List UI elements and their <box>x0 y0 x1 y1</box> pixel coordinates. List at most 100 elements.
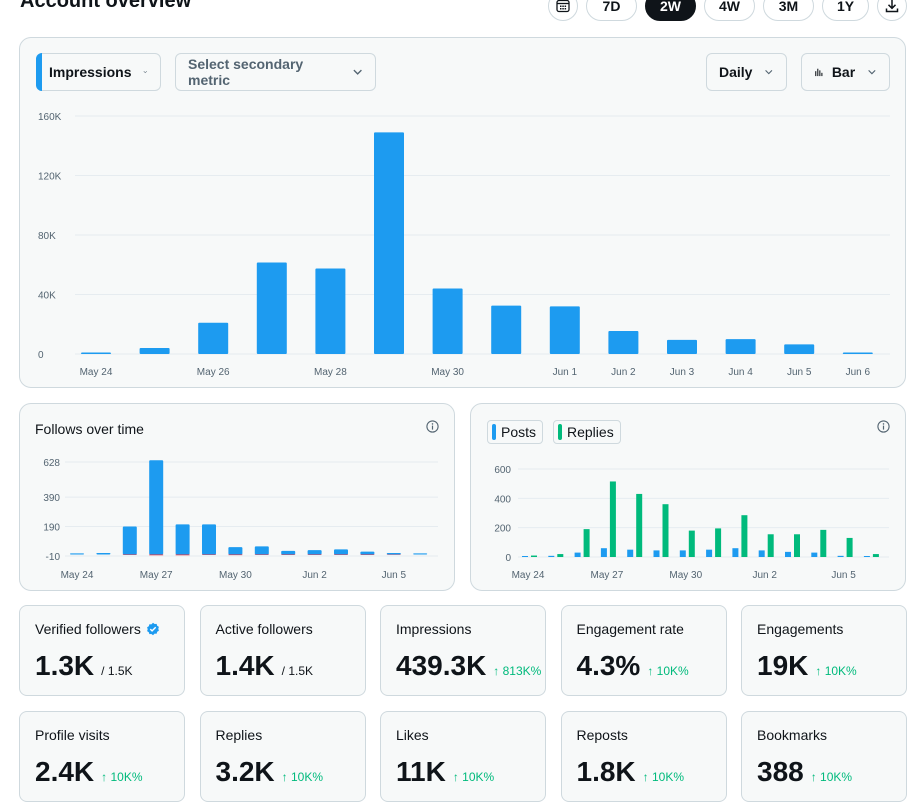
page-title: Account overview <box>20 0 192 12</box>
metric-card: Active followers 1.4K / 1.5K <box>199 605 366 696</box>
posts-replies-chart-panel: Posts Replies 600 400 200 0 May 24 May 27 May … <box>470 403 906 591</box>
metric-card-delta: ↑ 10K% <box>452 770 495 784</box>
x-tick-label: Jun 3 <box>670 367 695 378</box>
posts-bar <box>627 549 634 557</box>
replies-bar <box>583 529 590 557</box>
metric-card-value: 2.4K <box>35 756 95 787</box>
metric-card-label: Engagements <box>757 621 844 637</box>
primary-metric-dropdown[interactable]: Impressions <box>36 53 161 91</box>
impressions-bar <box>549 306 580 354</box>
metric-card-value: 3.2K <box>215 756 275 787</box>
x-tick-label: May 28 <box>314 367 347 378</box>
replies-bar <box>557 554 564 557</box>
chevron-down-icon <box>144 71 148 74</box>
metric-card: Verified followers 1.3K / 1.5K <box>19 605 185 696</box>
replies-bar <box>531 555 537 557</box>
y-tick-label: 40K <box>38 291 56 302</box>
info-icon[interactable] <box>877 420 890 433</box>
metric-card-value-row: 1.8K ↑ 10K% <box>577 756 685 788</box>
metric-card-label: Profile visits <box>35 727 110 743</box>
metric-card-label-row: Impressions <box>396 621 471 637</box>
metric-card-delta: ↑ 10K% <box>642 770 685 784</box>
replies-bar <box>741 515 748 557</box>
x-tick-label: Jun 1 <box>553 367 578 378</box>
impressions-bar-chart: 160K 120K 80K 40K 0 May 24 May 26 May 28 May 30 J… <box>38 112 890 378</box>
posts-bar <box>785 551 791 557</box>
metric-card: Bookmarks 388 ↑ 10K% <box>741 711 907 802</box>
unfollows-bar <box>175 554 190 556</box>
x-tick-label: Jun 5 <box>787 367 812 378</box>
metric-card-label: Reposts <box>576 727 628 743</box>
interval-dropdown[interactable]: Daily <box>706 53 787 91</box>
x-tick-label: May 26 <box>197 367 230 378</box>
follows-bar <box>386 553 401 555</box>
metric-card-total: / 1.5K <box>281 664 314 678</box>
range-1y-button[interactable]: 1Y <box>822 0 869 21</box>
interval-label: Daily <box>719 64 753 80</box>
metric-card-label: Active followers <box>215 621 313 637</box>
chevron-down-icon <box>353 69 362 75</box>
range-3m-button[interactable]: 3M <box>763 0 814 21</box>
follows-bar <box>70 553 84 555</box>
metric-card-label-row: Engagements <box>757 621 843 637</box>
metric-card-label-row: Profile visits <box>35 727 110 743</box>
posts-bar <box>522 556 528 557</box>
replies-swatch <box>558 424 562 440</box>
chart-type-label: Bar <box>831 64 856 80</box>
secondary-metric-dropdown[interactable]: Select secondary metric <box>175 53 376 91</box>
legend-posts[interactable]: Posts <box>487 420 544 444</box>
info-icon[interactable] <box>426 420 439 433</box>
metric-card-label: Replies <box>215 727 263 743</box>
calendar-button[interactable] <box>548 0 578 21</box>
metric-card-total: / 1.5K <box>101 664 133 678</box>
metric-card-label-row: Active followers <box>216 621 313 637</box>
metric-card-label-row: Reposts <box>577 727 628 743</box>
replies-bar <box>872 554 879 557</box>
metric-card-label-row: Bookmarks <box>757 727 827 743</box>
metric-card-delta: ↑ 10K% <box>815 664 857 678</box>
replies-bar <box>820 529 827 557</box>
range-4w-button[interactable]: 4W <box>704 0 755 21</box>
metric-card-value: 439.3K <box>396 650 487 681</box>
impressions-chart-panel: Impressions Select secondary metric Dail… <box>19 37 906 388</box>
chart-type-dropdown[interactable]: Bar <box>801 53 890 91</box>
x-tick-label: May 24 <box>512 570 545 581</box>
impressions-bar <box>81 352 111 354</box>
range-7d-button[interactable]: 7D <box>586 0 637 21</box>
chevron-down-icon <box>765 70 773 75</box>
follows-bar <box>175 524 190 555</box>
metric-card: Engagements 19K ↑ 10K% <box>741 605 907 696</box>
download-button[interactable] <box>877 0 907 21</box>
posts-bar <box>837 555 844 557</box>
replies-bar <box>715 528 722 557</box>
metric-card: Engagement rate 4.3% ↑ 10K% <box>560 605 727 696</box>
metric-card: Profile visits 2.4K ↑ 10K% <box>19 711 185 802</box>
legend-replies[interactable]: Replies <box>553 420 621 444</box>
y-tick-label: 628 <box>43 458 60 469</box>
y-tick-label: 0 <box>505 553 511 564</box>
x-tick-label: Jun 6 <box>846 367 871 378</box>
bar-chart-icon <box>815 68 823 77</box>
range-2w-button[interactable]: 2W <box>645 0 696 21</box>
posts-bar <box>863 556 870 557</box>
follows-bar <box>334 549 348 555</box>
x-tick-label: Jun 2 <box>611 367 636 378</box>
metric-card-delta: ↑ 10K% <box>281 770 324 784</box>
y-tick-label: 400 <box>494 494 511 505</box>
metric-card-label: Verified followers <box>35 621 141 637</box>
metric-card-value: 1.4K <box>215 650 275 681</box>
impressions-bar <box>432 288 463 354</box>
unfollows-bar <box>228 554 243 556</box>
impressions-bar <box>256 262 287 354</box>
metric-card-delta: ↑ 10K% <box>101 770 143 784</box>
metric-card-value-row: 439.3K ↑ 813K% <box>396 650 541 682</box>
posts-bar <box>811 552 818 557</box>
x-tick-label: May 27 <box>140 570 173 581</box>
x-tick-label: Jun 5 <box>382 570 407 581</box>
follows-title: Follows over time <box>35 421 144 437</box>
follows-bar <box>307 550 322 555</box>
follows-bar <box>254 546 269 555</box>
metric-card-delta: ↑ 813K% <box>493 664 542 678</box>
metric-card-label: Impressions <box>396 621 472 637</box>
y-tick-label: 390 <box>43 493 60 504</box>
